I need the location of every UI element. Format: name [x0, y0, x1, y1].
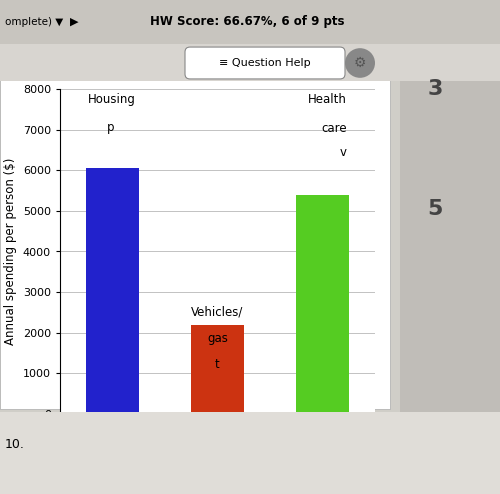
Text: Annual Spending per Person, Adjusted for Inflation: Annual Spending per Person, Adjusted for… [35, 59, 406, 74]
Text: Health: Health [308, 93, 346, 106]
Text: care: care [321, 122, 346, 134]
Bar [296, 195, 349, 414]
Text: ▶: ▶ [70, 17, 78, 27]
Text: ⚙: ⚙ [354, 56, 366, 70]
Text: v: v [340, 146, 346, 159]
Bar [191, 325, 244, 414]
Text: 5: 5 [428, 199, 442, 219]
Text: HW Score: 66.67%, 6 of 9 pts: HW Score: 66.67%, 6 of 9 pts [150, 15, 344, 29]
Text: p: p [107, 122, 115, 134]
Text: 10.: 10. [5, 438, 25, 451]
Text: Housing: Housing [88, 93, 136, 106]
Text: Vehicles/: Vehicles/ [192, 305, 244, 319]
Text: 3: 3 [428, 79, 442, 99]
Y-axis label: Annual spending per person ($): Annual spending per person ($) [4, 158, 18, 345]
Text: omplete) ▼: omplete) ▼ [5, 17, 63, 27]
Text: t: t [215, 358, 220, 371]
Text: gas: gas [207, 332, 228, 345]
Text: ≡ Question Help: ≡ Question Help [219, 58, 311, 68]
Bar [86, 168, 139, 414]
